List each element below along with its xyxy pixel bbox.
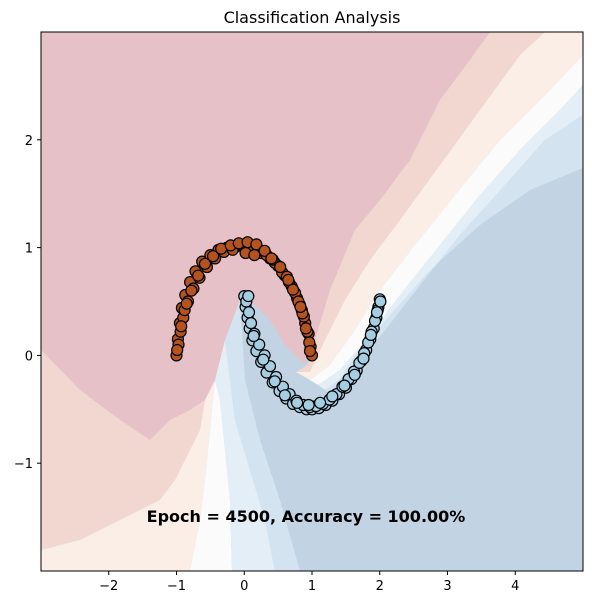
class-1-point [338,379,351,392]
x-tick-label: 4 [511,579,519,594]
class-1-point [242,306,256,319]
class-1-point [357,352,370,365]
class0-region-far [41,32,490,440]
plot-area [41,32,583,571]
class-0-point [299,322,312,335]
class-1-point [370,306,384,319]
class-1-point [302,398,315,412]
class-1-point [268,375,281,388]
y-tick-label: −1 [14,457,33,472]
class-0-point [294,300,307,313]
class-0-point [171,343,184,357]
class-1-point [247,329,260,343]
chart-title: Classification Analysis [224,8,401,27]
transition-region-light-blue-left [225,300,300,571]
class0-region-mid [296,32,545,372]
class-0-point [185,284,198,297]
class-0-point [198,257,212,270]
class-0-point [282,273,295,286]
x-tick-label: −2 [99,579,118,594]
class-1-point [348,368,361,381]
class-0-point [286,283,300,296]
class-1-point [364,328,377,341]
y-tick-label: 0 [25,349,33,364]
class-1-point [326,390,339,403]
transition-region-white-left [190,380,232,571]
class-1-point [314,396,327,409]
class-1-point [278,389,291,402]
class-0-point [180,297,193,310]
class-0-point [248,249,261,262]
x-axis: −2 −1 0 1 2 3 4 [99,571,519,594]
class-1-point [374,295,387,308]
x-tick-label: 1 [308,579,316,594]
epoch-accuracy-annotation: Epoch = 4500, Accuracy = 100.00% [147,507,466,526]
class-0-point [303,345,317,358]
y-tick-label: 2 [25,134,33,149]
x-tick-label: 0 [240,579,248,594]
class-1-point [257,353,270,366]
y-axis: −1 0 1 2 [14,134,41,472]
scatter-points [170,236,387,416]
class-1-point [242,290,255,303]
class-0-point [274,260,287,274]
x-tick-label: −1 [167,579,186,594]
class-0-point [258,244,271,257]
x-tick-label: 3 [443,579,451,594]
class-1-point [244,317,258,330]
y-tick-label: 1 [25,242,33,257]
transition-region-light-left [41,380,215,571]
class-0-point [192,269,205,282]
transition-region-light [296,32,583,380]
class-0-point [207,250,220,263]
class-1-point [253,338,266,351]
class-1-point [291,396,304,409]
transition-region-pale-blue-left [215,340,275,571]
class-0-point [265,252,278,265]
class-0-point [175,320,188,333]
transition-region-pale-blue [318,85,583,390]
transition-region-light-blue [325,115,583,395]
x-tick-label: 2 [376,579,384,594]
class0-region-mid-left [41,350,205,550]
